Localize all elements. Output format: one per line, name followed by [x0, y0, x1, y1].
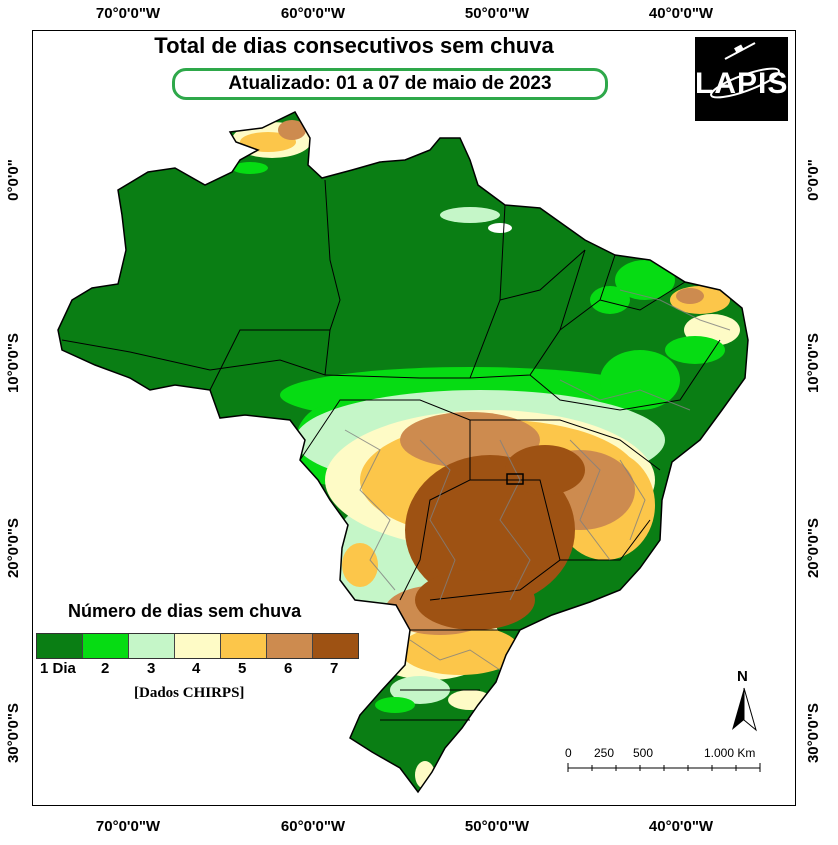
lat-label-left-30: 30°0'0"S	[5, 702, 22, 764]
date-subtitle: Atualizado: 01 a 07 de maio de 2023	[172, 68, 608, 100]
lon-label-top-40: 40°0'0"W	[648, 5, 714, 22]
map-title: Total de dias consecutivos sem chuva	[154, 33, 554, 58]
lat-label-right-20: 20°0'0"S	[805, 517, 822, 579]
legend-label-3: 3	[147, 660, 156, 677]
logo-text: LAPIS	[695, 67, 789, 100]
north-label: N	[737, 668, 748, 685]
legend-swatch-6	[267, 634, 313, 658]
lat-label-right-10: 10°0'0"S	[805, 332, 822, 394]
scale-label-0: 0	[565, 746, 572, 760]
legend-label-1: 1 Dia	[40, 660, 76, 677]
legend-label-7: 7	[330, 660, 339, 677]
lat-label-right-30: 30°0'0"S	[805, 702, 822, 764]
lon-label-top-60: 60°0'0"W	[280, 5, 346, 22]
scale-bar	[567, 763, 761, 772]
lat-label-right-0: 0°0'0"	[805, 159, 822, 201]
legend-swatch-5	[221, 634, 267, 658]
lon-label-bottom-40: 40°0'0"W	[648, 818, 714, 835]
scale-label-1000: 1.000 Km	[704, 746, 756, 760]
date-subtitle-text: Atualizado: 01 a 07 de maio de 2023	[228, 73, 552, 94]
lapis-logo: LAPIS	[695, 37, 788, 121]
north-arrow-icon	[732, 687, 757, 732]
lon-label-bottom-60: 60°0'0"W	[280, 818, 346, 835]
legend-source: [Dados CHIRPS]	[134, 685, 245, 701]
legend-label-5: 5	[238, 660, 247, 677]
scale-label-250: 250	[594, 746, 615, 760]
lon-label-bottom-70: 70°0'0"W	[95, 818, 161, 835]
legend-swatch-4	[175, 634, 221, 658]
lat-label-left-10: 10°0'0"S	[5, 332, 22, 394]
legend-swatch-3	[129, 634, 175, 658]
legend-label-4: 4	[192, 660, 201, 677]
legend-label-2: 2	[101, 660, 110, 677]
satellite-icon	[710, 42, 780, 99]
lon-label-top-50: 50°0'0"W	[464, 5, 530, 22]
lon-label-top-70: 70°0'0"W	[95, 5, 161, 22]
legend-title: Número de dias sem chuva	[68, 601, 302, 621]
lat-label-left-20: 20°0'0"S	[5, 517, 22, 579]
scale-label-500: 500	[633, 746, 654, 760]
legend-swatch-1	[37, 634, 83, 658]
lon-label-bottom-50: 50°0'0"W	[464, 818, 530, 835]
legend-color-bar	[36, 633, 359, 659]
legend-swatch-2	[83, 634, 129, 658]
legend-label-6: 6	[284, 660, 293, 677]
legend-swatch-7	[313, 634, 358, 658]
lat-label-left-0: 0°0'0"	[5, 159, 22, 201]
